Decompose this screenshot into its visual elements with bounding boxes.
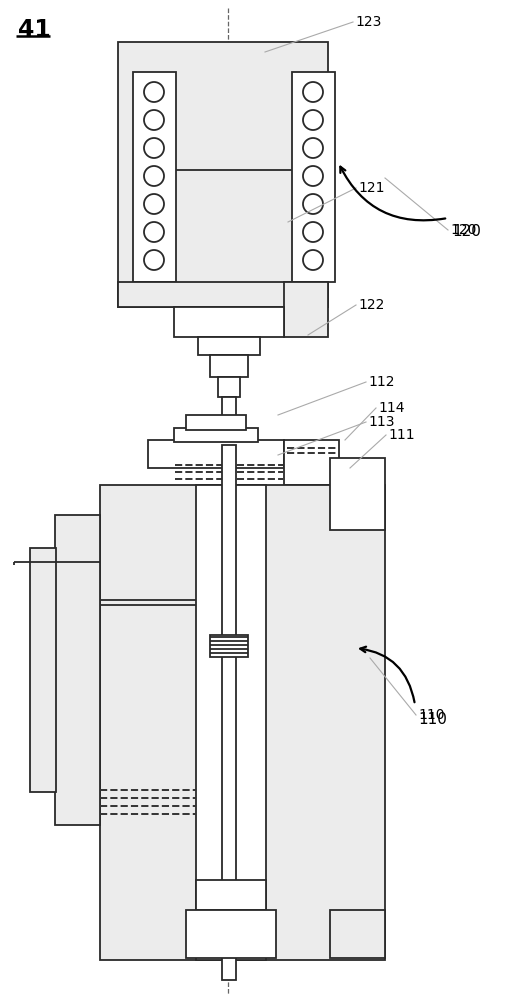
Circle shape bbox=[144, 138, 164, 158]
Bar bbox=[174, 307, 284, 337]
Bar bbox=[218, 377, 240, 397]
Circle shape bbox=[303, 166, 323, 186]
Circle shape bbox=[144, 110, 164, 130]
Circle shape bbox=[303, 138, 323, 158]
Bar bbox=[148, 440, 284, 468]
Bar bbox=[210, 355, 248, 377]
Circle shape bbox=[303, 250, 323, 270]
Circle shape bbox=[303, 82, 323, 102]
Bar bbox=[198, 337, 260, 355]
Circle shape bbox=[144, 250, 164, 270]
Bar bbox=[186, 910, 276, 958]
Text: 122: 122 bbox=[358, 298, 384, 312]
Text: 111: 111 bbox=[388, 428, 414, 442]
Bar bbox=[196, 485, 266, 960]
Text: 114: 114 bbox=[378, 401, 404, 415]
Bar bbox=[330, 910, 385, 958]
Circle shape bbox=[303, 194, 323, 214]
Bar bbox=[30, 548, 56, 792]
Circle shape bbox=[144, 194, 164, 214]
Text: 41: 41 bbox=[18, 18, 51, 42]
Circle shape bbox=[144, 222, 164, 242]
Text: 120: 120 bbox=[452, 225, 481, 239]
Circle shape bbox=[144, 82, 164, 102]
Bar bbox=[210, 635, 248, 657]
Bar bbox=[118, 42, 328, 307]
Text: 112: 112 bbox=[368, 375, 394, 389]
Bar bbox=[186, 415, 246, 430]
Circle shape bbox=[303, 110, 323, 130]
Text: 121: 121 bbox=[358, 181, 384, 195]
Bar bbox=[222, 445, 236, 980]
Bar bbox=[100, 485, 385, 960]
Bar bbox=[292, 72, 335, 282]
Bar bbox=[196, 880, 266, 910]
Bar bbox=[174, 428, 258, 442]
Circle shape bbox=[144, 166, 164, 186]
Bar bbox=[330, 458, 385, 530]
Bar bbox=[55, 515, 100, 825]
Bar bbox=[222, 397, 236, 445]
Bar bbox=[118, 282, 328, 307]
Text: 123: 123 bbox=[355, 15, 381, 29]
Text: 110: 110 bbox=[418, 708, 445, 722]
Bar bbox=[133, 72, 176, 282]
Circle shape bbox=[303, 222, 323, 242]
Text: 120: 120 bbox=[450, 223, 476, 237]
Bar bbox=[284, 440, 339, 485]
Bar bbox=[284, 282, 328, 337]
Text: 113: 113 bbox=[368, 415, 394, 429]
Text: 110: 110 bbox=[418, 712, 447, 728]
